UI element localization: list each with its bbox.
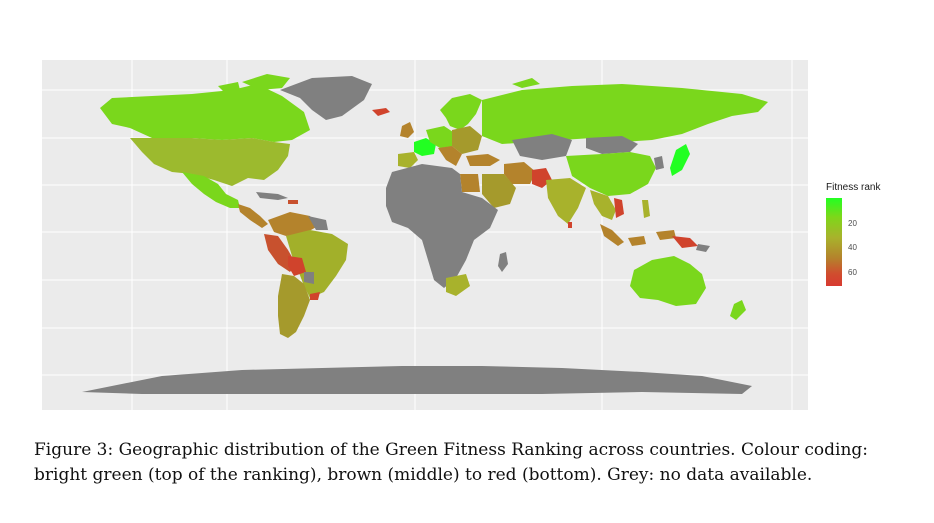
region-sri-lanka [568, 222, 572, 228]
region-south-africa [446, 274, 470, 296]
region-scandinavia [440, 94, 482, 130]
region-mexico [182, 172, 240, 208]
region-russia-north-island [512, 78, 540, 88]
figure-caption: Figure 3: Geographic distribution of the… [34, 438, 914, 488]
region-india [546, 178, 586, 224]
region-argentina-chile [278, 274, 310, 338]
region-colombia-venezuela [268, 212, 318, 236]
region-turkey [466, 154, 500, 166]
region-italy-balkans [438, 146, 462, 166]
legend-tick-mark [842, 273, 845, 274]
region-caribbean [256, 192, 288, 200]
legend-tick-label: 60 [848, 268, 857, 277]
legend-colorbar [826, 198, 842, 286]
region-brazil [286, 230, 348, 298]
region-china [566, 152, 656, 196]
region-caribbean-2 [288, 200, 298, 204]
region-uruguay [310, 292, 320, 300]
legend-tick-label: 20 [848, 219, 857, 228]
region-egypt [460, 174, 480, 192]
region-southeast-asia [590, 190, 616, 220]
region-eastern-europe [452, 126, 482, 154]
region-new-guinea [672, 236, 698, 248]
legend-tick-label: 40 [848, 243, 857, 252]
region-vietnam [614, 198, 624, 218]
region-antarctica [82, 366, 752, 394]
region-australia [630, 256, 706, 306]
legend-title: Fitness rank [826, 182, 881, 193]
world-map [42, 60, 808, 410]
region-russia [482, 84, 768, 144]
region-canada-islands [218, 74, 290, 92]
region-africa [386, 164, 498, 288]
region-japan [670, 144, 690, 176]
map-legend: Fitness rank 20 40 60 [822, 182, 922, 292]
region-png [696, 244, 710, 252]
region-guyanas [308, 216, 328, 230]
world-map-svg [42, 60, 808, 410]
region-france [414, 138, 436, 156]
region-philippines [642, 200, 650, 218]
region-canada [100, 84, 310, 142]
region-usa [130, 138, 290, 186]
region-indonesia [600, 224, 676, 246]
region-uk [400, 122, 414, 138]
region-central-europe [426, 126, 456, 148]
legend-tick-mark [842, 224, 845, 225]
legend-tick-mark [842, 248, 845, 249]
region-greenland [280, 76, 372, 120]
region-bolivia [288, 256, 306, 276]
caption-line-1: Figure 3: Geographic distribution of the… [34, 440, 869, 460]
region-mongolia [586, 136, 638, 154]
region-new-zealand [730, 300, 746, 320]
region-madagascar [498, 252, 508, 272]
region-korea [654, 156, 664, 170]
region-arabia [482, 174, 516, 208]
region-iberia [398, 152, 418, 168]
region-iran [504, 162, 536, 184]
region-paraguay [304, 272, 314, 284]
region-central-america [238, 204, 268, 228]
region-iceland [372, 108, 390, 116]
caption-line-2: bright green (top of the ranking), brown… [34, 465, 813, 485]
region-kazakhstan [512, 134, 572, 160]
